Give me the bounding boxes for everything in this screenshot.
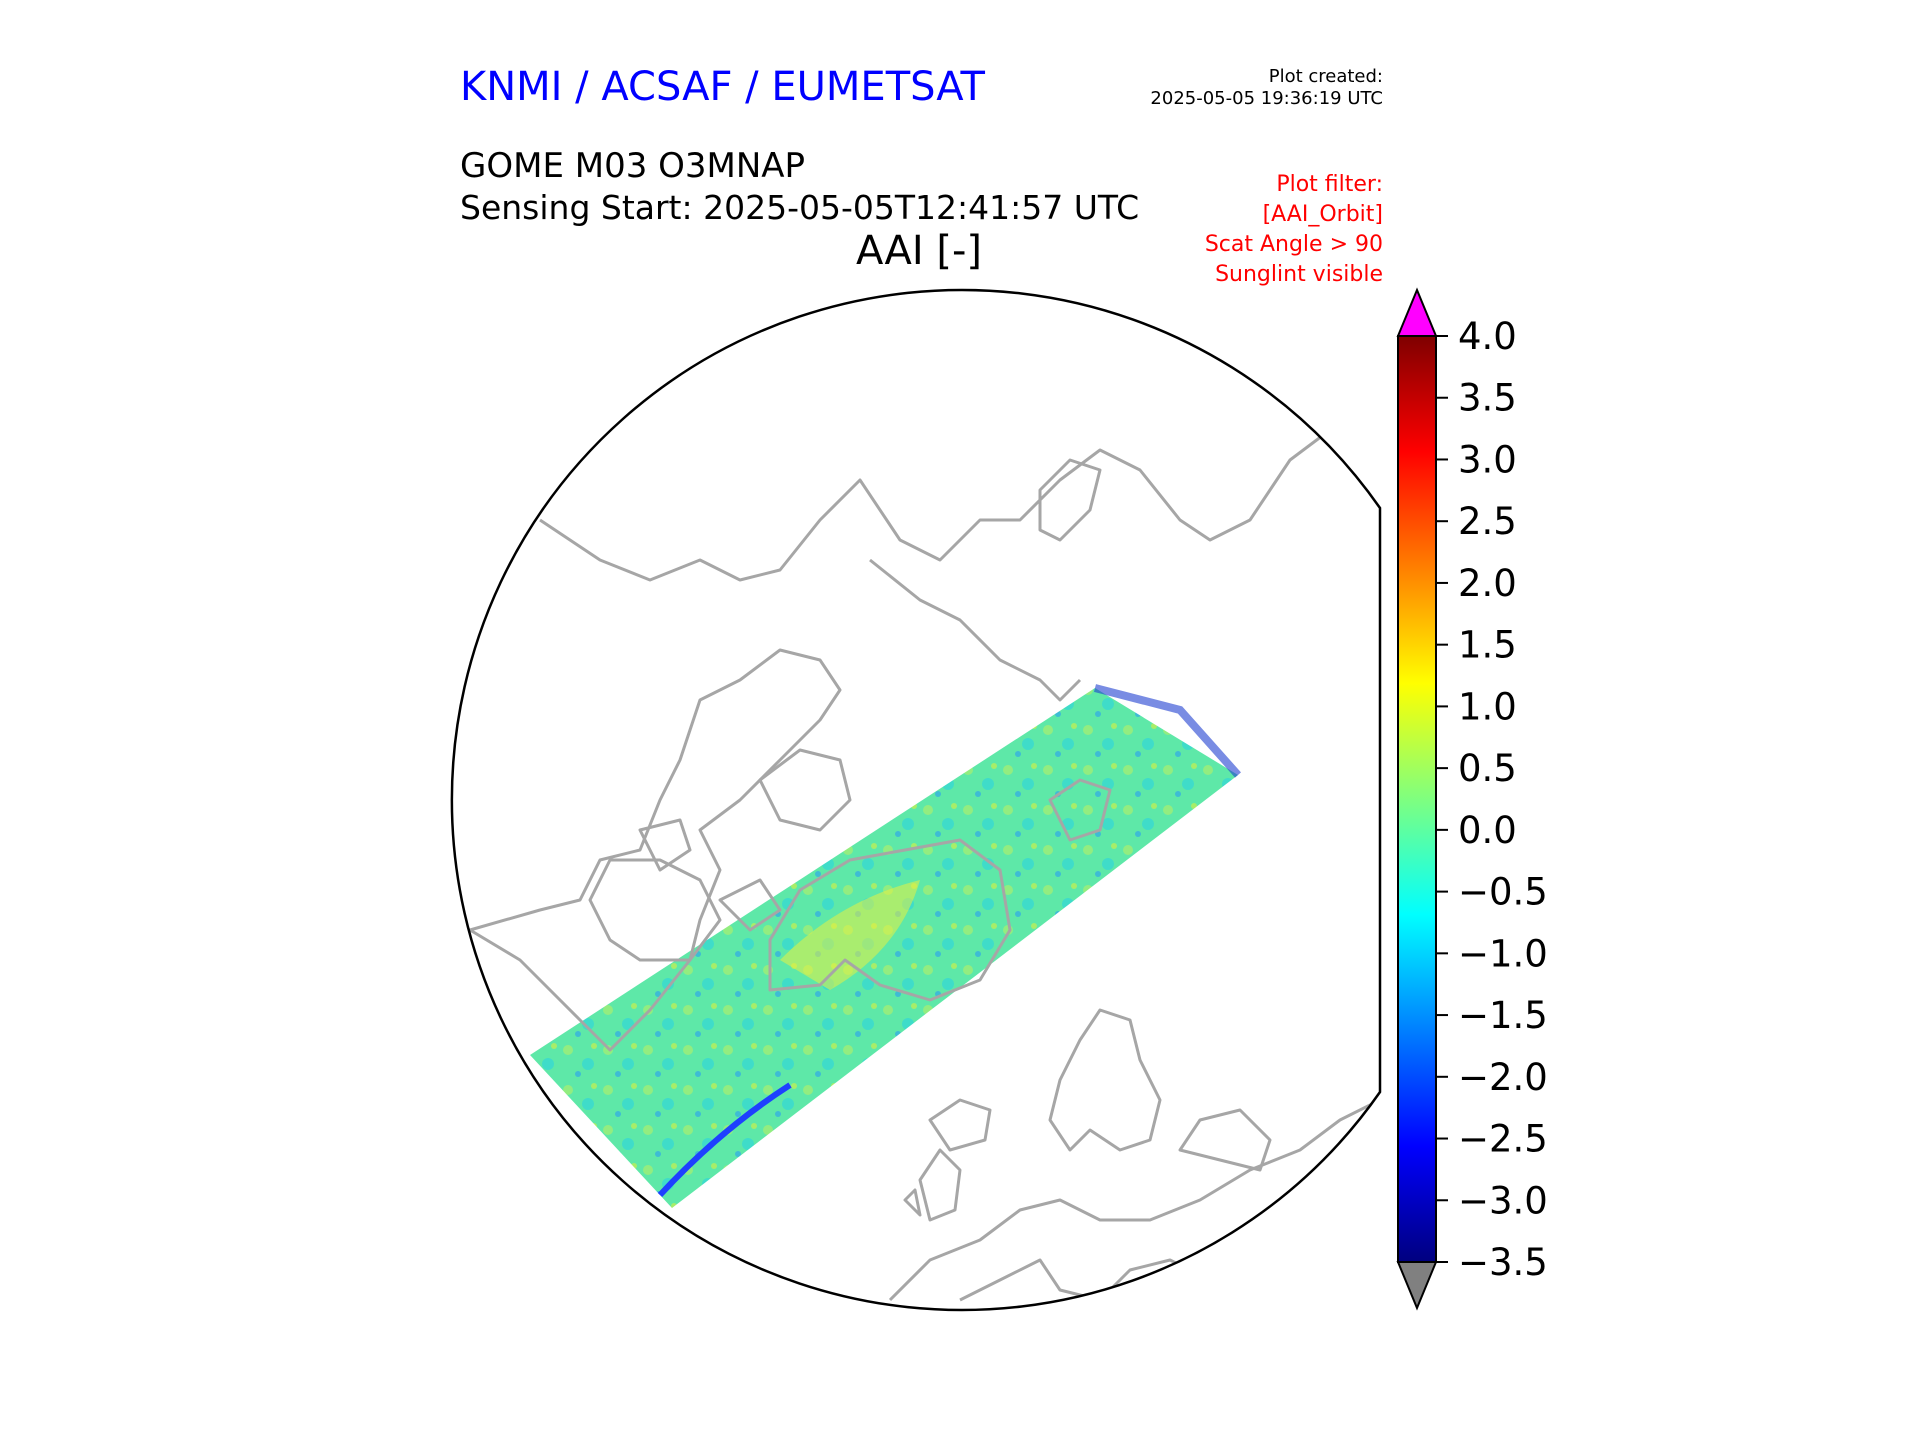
coastlines — [468, 428, 1381, 1302]
colorbar-tick-label: −0.5 — [1458, 871, 1548, 914]
aai-swath — [530, 688, 1238, 1208]
colorbar-tick-label: −2.5 — [1458, 1118, 1548, 1161]
parameter-title: AAI [-] — [856, 228, 982, 274]
canada-coast — [468, 648, 842, 1052]
colorbar-tick-label: −1.0 — [1458, 932, 1548, 975]
colorbar-tick-label: 0.0 — [1458, 809, 1517, 852]
colorbar-tick-label: −3.0 — [1458, 1179, 1548, 1222]
colorbar-tick-label: 0.5 — [1458, 747, 1517, 790]
colorbar-tick-label: 3.0 — [1458, 438, 1517, 481]
scandinavia-coast — [1048, 1008, 1162, 1152]
plot-filter-item: [AAI_Orbit] — [1262, 202, 1383, 227]
plot-filter-title: Plot filter: — [1276, 172, 1383, 197]
colorbar-tick-label: −1.5 — [1458, 994, 1548, 1037]
alaska-coast — [588, 858, 722, 962]
colorbar-tick-label: 4.0 — [1458, 315, 1517, 358]
colorbar-over-triangle — [1396, 287, 1438, 337]
iceland-coast — [928, 1098, 992, 1152]
colorbar-tick-label: −2.0 — [1458, 1056, 1548, 1099]
novaya-zemlya — [1038, 458, 1102, 542]
canadian-arctic-islands — [638, 748, 852, 932]
greenland-coast — [768, 838, 1012, 1002]
plot-filter-item: Scat Angle > 90 — [1204, 232, 1383, 257]
colorbar-ticks: 4.0 3.5 3.0 2.5 2.0 1.5 1.0 0.5 0.0 −0.5 −1.0 −1.5 −… — [1436, 315, 1548, 1284]
colorbar-gradient — [1397, 335, 1437, 1263]
siberia-coast — [539, 428, 1372, 582]
map-frame — [450, 288, 1382, 1312]
sensing-start: Sensing Start: 2025-05-05T12:41:57 UTC — [460, 188, 1140, 227]
ural-coast — [1178, 1108, 1272, 1172]
plot-created-label: Plot created: — [1268, 66, 1383, 87]
swath-low-aai-streak — [657, 1082, 792, 1198]
colorbar-tick-label: −3.5 — [1458, 1241, 1548, 1284]
map-area — [468, 428, 1381, 1302]
colorbar-under-triangle — [1396, 1261, 1438, 1311]
swath-sunglint-edge — [1093, 684, 1241, 778]
product-title: GOME M03 O3MNAP — [460, 146, 806, 186]
colorbar-tick-label: 1.5 — [1458, 624, 1517, 667]
organization-title: KNMI / ACSAF / EUMETSAT — [460, 64, 985, 110]
colorbar: 4.0 3.5 3.0 2.5 2.0 1.5 1.0 0.5 0.0 −0.5 −1.0 −1.5 −… — [1396, 287, 1548, 1311]
colorbar-tick-label: 2.0 — [1458, 562, 1517, 605]
plot-filter-item: Sunglint visible — [1215, 262, 1383, 287]
europe-coast — [888, 1098, 1381, 1302]
plot-created-time: 2025-05-05 19:36:19 UTC — [1150, 88, 1383, 109]
plot-filter-block: Plot filter: [AAI_Orbit] Scat Angle > 90… — [1205, 170, 1383, 290]
colorbar-tick-label: 2.5 — [1458, 500, 1517, 543]
svalbard-coast — [1048, 778, 1112, 842]
taymyr-coast — [869, 558, 1082, 702]
uk-coast — [903, 1148, 962, 1222]
colorbar-tick-label: 1.0 — [1458, 685, 1517, 728]
swath-high-aai-patch — [780, 880, 920, 990]
colorbar-tick-label: 3.5 — [1458, 377, 1517, 420]
plot-created-block: Plot created: 2025-05-05 19:36:19 UTC — [1150, 66, 1383, 110]
